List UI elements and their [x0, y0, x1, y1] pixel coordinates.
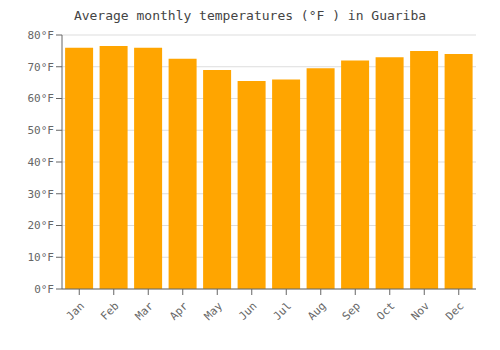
svg-text:Sep: Sep: [340, 300, 363, 323]
svg-text:70°F: 70°F: [28, 61, 55, 74]
svg-text:May: May: [202, 299, 226, 323]
svg-text:30°F: 30°F: [28, 188, 55, 201]
svg-text:Mar: Mar: [133, 299, 157, 323]
svg-text:Oct: Oct: [374, 300, 397, 323]
svg-text:60°F: 60°F: [28, 92, 55, 105]
svg-text:50°F: 50°F: [28, 124, 55, 137]
svg-text:Jan: Jan: [64, 300, 87, 323]
svg-text:80°F: 80°F: [28, 29, 55, 42]
svg-text:20°F: 20°F: [28, 219, 55, 232]
svg-text:10°F: 10°F: [28, 251, 55, 264]
svg-text:Nov: Nov: [409, 299, 433, 323]
svg-text:Feb: Feb: [98, 300, 121, 323]
svg-text:Jun: Jun: [236, 300, 259, 323]
html-text:Average monthly temperatures (: Average monthly temperatures (°F ) in Gu…: [73, 8, 427, 23]
svg-text:0°F: 0°F: [34, 283, 54, 296]
svg-text:Aug: Aug: [305, 300, 328, 323]
svg-text:40°F: 40°F: [28, 156, 55, 169]
svg-text:Jul: Jul: [271, 300, 294, 323]
svg-text:Dec: Dec: [443, 300, 466, 323]
svg-text:Apr: Apr: [167, 299, 191, 323]
